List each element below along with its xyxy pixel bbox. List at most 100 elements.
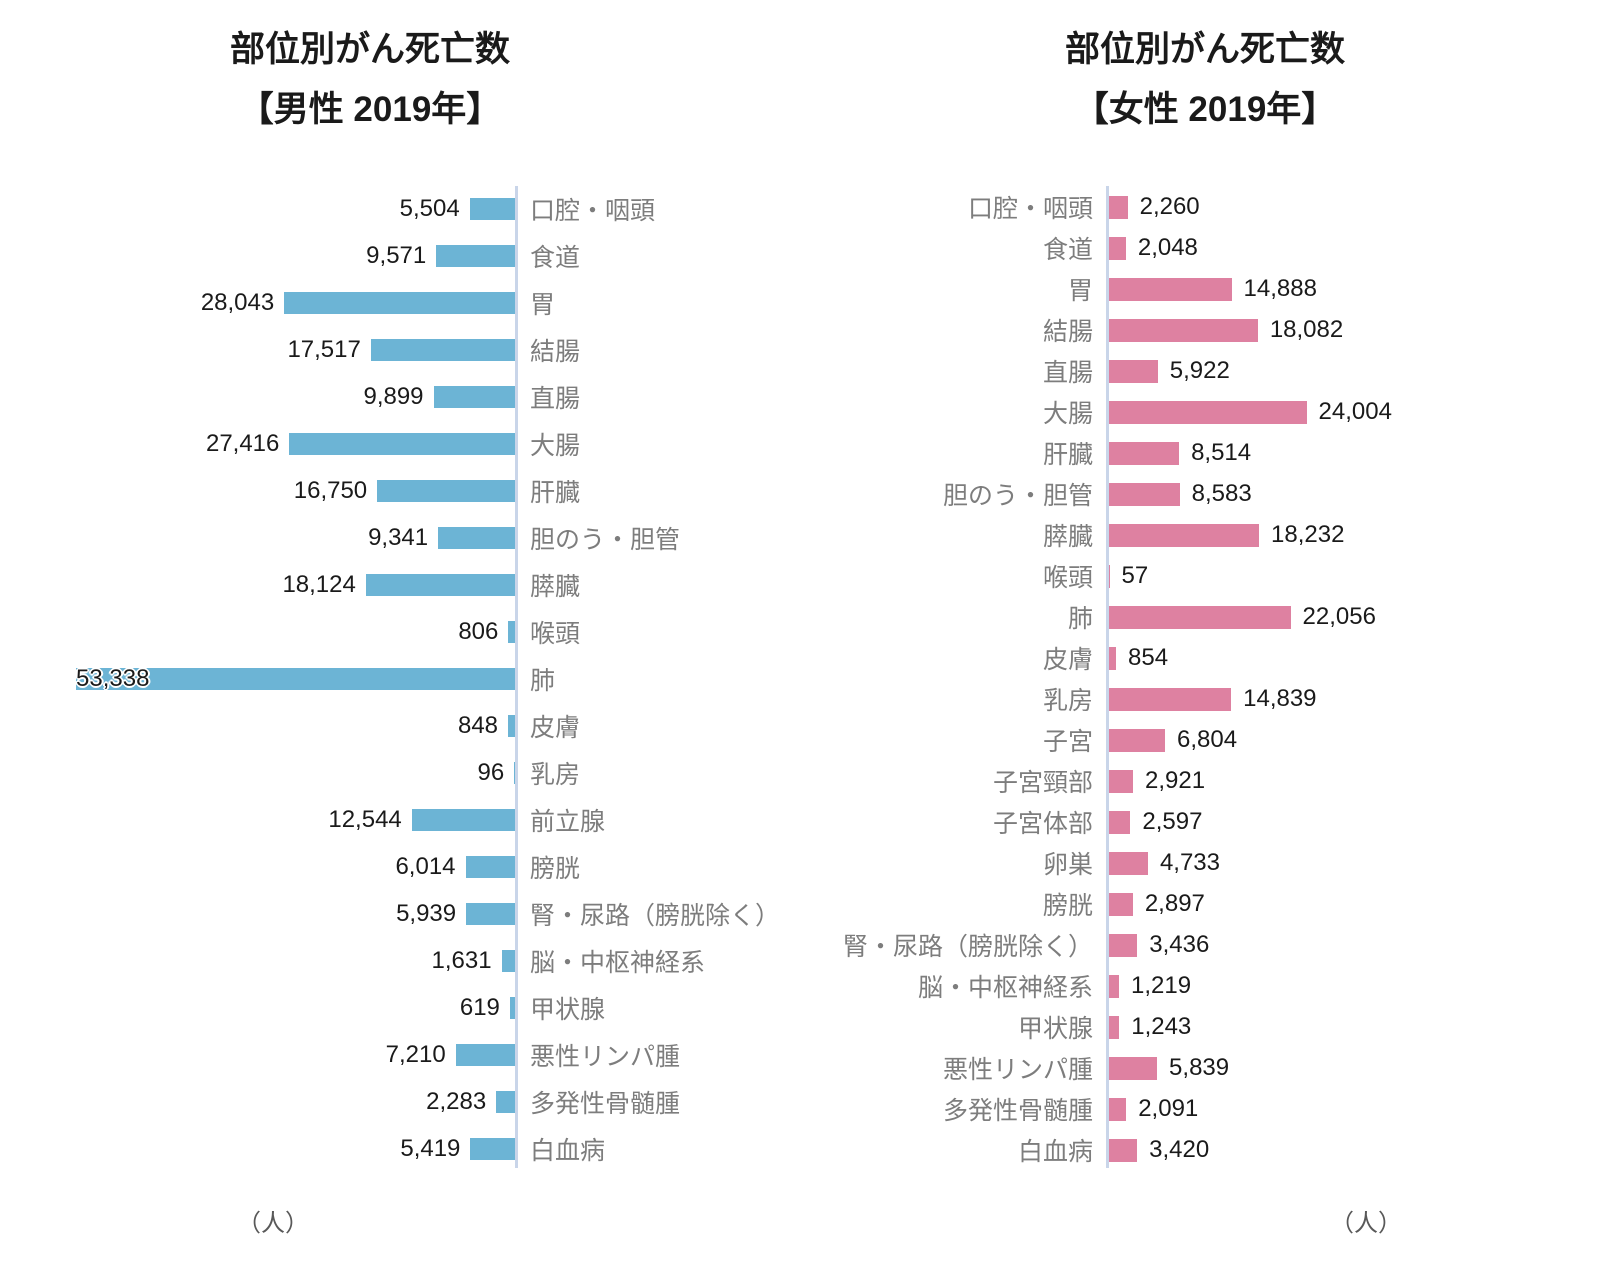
bar — [1109, 646, 1117, 670]
category-label: 皮膚 — [1042, 646, 1093, 674]
female-chart-unit-label: （人） — [1330, 1210, 1402, 1237]
value-label: 8,514 — [1191, 439, 1252, 466]
category-label: 乳房 — [1042, 687, 1093, 715]
bar — [1109, 1138, 1138, 1162]
bar — [1109, 400, 1307, 424]
category-label: 膀胱 — [530, 855, 581, 883]
value-label: 5,419 — [400, 1135, 461, 1162]
bar — [1109, 359, 1158, 383]
bar — [1109, 1015, 1120, 1039]
bar — [508, 621, 515, 643]
value-label: 6,804 — [1176, 726, 1238, 753]
bar — [377, 480, 515, 502]
bar — [1109, 441, 1180, 465]
category-label: 喉頭 — [530, 620, 581, 648]
category-label: 食道 — [1042, 236, 1093, 264]
bar — [1109, 523, 1260, 547]
category-label: 多発性骨髄腫 — [530, 1090, 681, 1118]
value-label: 1,631 — [431, 947, 492, 974]
value-label: 12,544 — [328, 806, 402, 833]
female-chart-title: 部位別がん死亡数 【女性 2019年】 — [905, 20, 1505, 140]
bar — [1109, 769, 1134, 793]
category-label: 脳・中枢神経系 — [917, 974, 1093, 1002]
male-chart-title-line1: 部位別がん死亡数 — [229, 30, 510, 69]
value-label: 854 — [1128, 644, 1169, 671]
value-label: 2,091 — [1138, 1095, 1199, 1122]
bar — [1109, 810, 1131, 834]
value-label: 5,939 — [396, 900, 457, 927]
bar — [455, 1044, 515, 1066]
category-label: 結腸 — [1042, 318, 1093, 346]
bar — [76, 668, 515, 690]
value-label: 1,219 — [1131, 972, 1192, 999]
value-label: 2,048 — [1137, 234, 1198, 261]
category-label: 膵臓 — [530, 573, 581, 601]
bar — [1109, 605, 1291, 629]
bar — [1109, 277, 1232, 301]
female-chart-title-line2: 【女性 2019年】 — [1073, 90, 1337, 129]
male-chart-title: 部位別がん死亡数 【男性 2019年】 — [70, 20, 670, 140]
value-label: 2,260 — [1139, 193, 1200, 220]
category-label: 膵臓 — [1042, 523, 1093, 551]
value-label: 57 — [1121, 562, 1149, 589]
value-label: 14,839 — [1243, 685, 1317, 712]
value-label: 4,733 — [1159, 849, 1220, 876]
bar — [466, 903, 515, 925]
value-label: 27,416 — [205, 430, 280, 457]
bar — [365, 574, 515, 596]
male-chart-axis-line — [515, 186, 518, 1168]
bar — [284, 292, 515, 314]
category-label: 腎・尿路（膀胱除く） — [530, 902, 781, 930]
category-label: 肝臓 — [530, 479, 581, 507]
category-label: 胃 — [1067, 277, 1093, 305]
bar — [501, 950, 515, 972]
category-label: 乳房 — [530, 761, 581, 789]
bar — [1109, 1056, 1158, 1080]
bar — [508, 715, 515, 737]
bar — [411, 809, 515, 831]
category-label: 多発性骨髄腫 — [942, 1097, 1093, 1125]
value-label: 3,420 — [1149, 1136, 1210, 1163]
value-label: 2,921 — [1145, 767, 1206, 794]
category-label: 胃 — [530, 291, 556, 319]
bar — [1109, 236, 1126, 260]
category-label: 直腸 — [1042, 359, 1093, 387]
value-label: 16,750 — [293, 477, 368, 504]
category-label: 膀胱 — [1042, 892, 1093, 920]
bar — [436, 245, 515, 267]
bar — [469, 198, 515, 220]
value-label: 806 — [458, 618, 499, 645]
value-label: 17,517 — [287, 336, 361, 363]
value-label: 9,899 — [363, 383, 424, 410]
category-label: 甲状腺 — [530, 996, 606, 1024]
value-label: 2,283 — [426, 1088, 487, 1115]
bar — [1109, 851, 1148, 875]
female-chart-axis-line — [1106, 186, 1109, 1168]
category-label: 悪性リンパ腫 — [530, 1043, 681, 1071]
bar — [1109, 892, 1133, 916]
bar — [438, 527, 515, 549]
category-label: 子宮体部 — [992, 810, 1093, 838]
bar — [289, 433, 515, 455]
bar — [1109, 728, 1165, 752]
category-label: 甲状腺 — [1017, 1015, 1093, 1043]
category-label: 大腸 — [1042, 400, 1093, 428]
value-label: 2,597 — [1142, 808, 1203, 835]
value-label: 2,897 — [1144, 890, 1205, 917]
value-label: 24,004 — [1318, 398, 1392, 425]
category-label: 喉頭 — [1042, 564, 1093, 592]
category-label: 結腸 — [530, 338, 581, 366]
category-label: 腎・尿路（膀胱除く） — [842, 933, 1093, 961]
category-label: 大腸 — [530, 432, 581, 460]
bar — [509, 997, 515, 1019]
male-chart-title-line2: 【男性 2019年】 — [238, 90, 502, 129]
category-label: 直腸 — [530, 385, 581, 413]
value-label: 96 — [477, 759, 505, 786]
category-label: 子宮頸部 — [992, 769, 1093, 797]
value-label: 8,583 — [1191, 480, 1252, 507]
bar — [1109, 482, 1180, 506]
bar — [465, 856, 515, 878]
bar — [1109, 318, 1258, 342]
category-label: 口腔・咽頭 — [530, 197, 656, 225]
value-label: 18,082 — [1269, 316, 1344, 343]
